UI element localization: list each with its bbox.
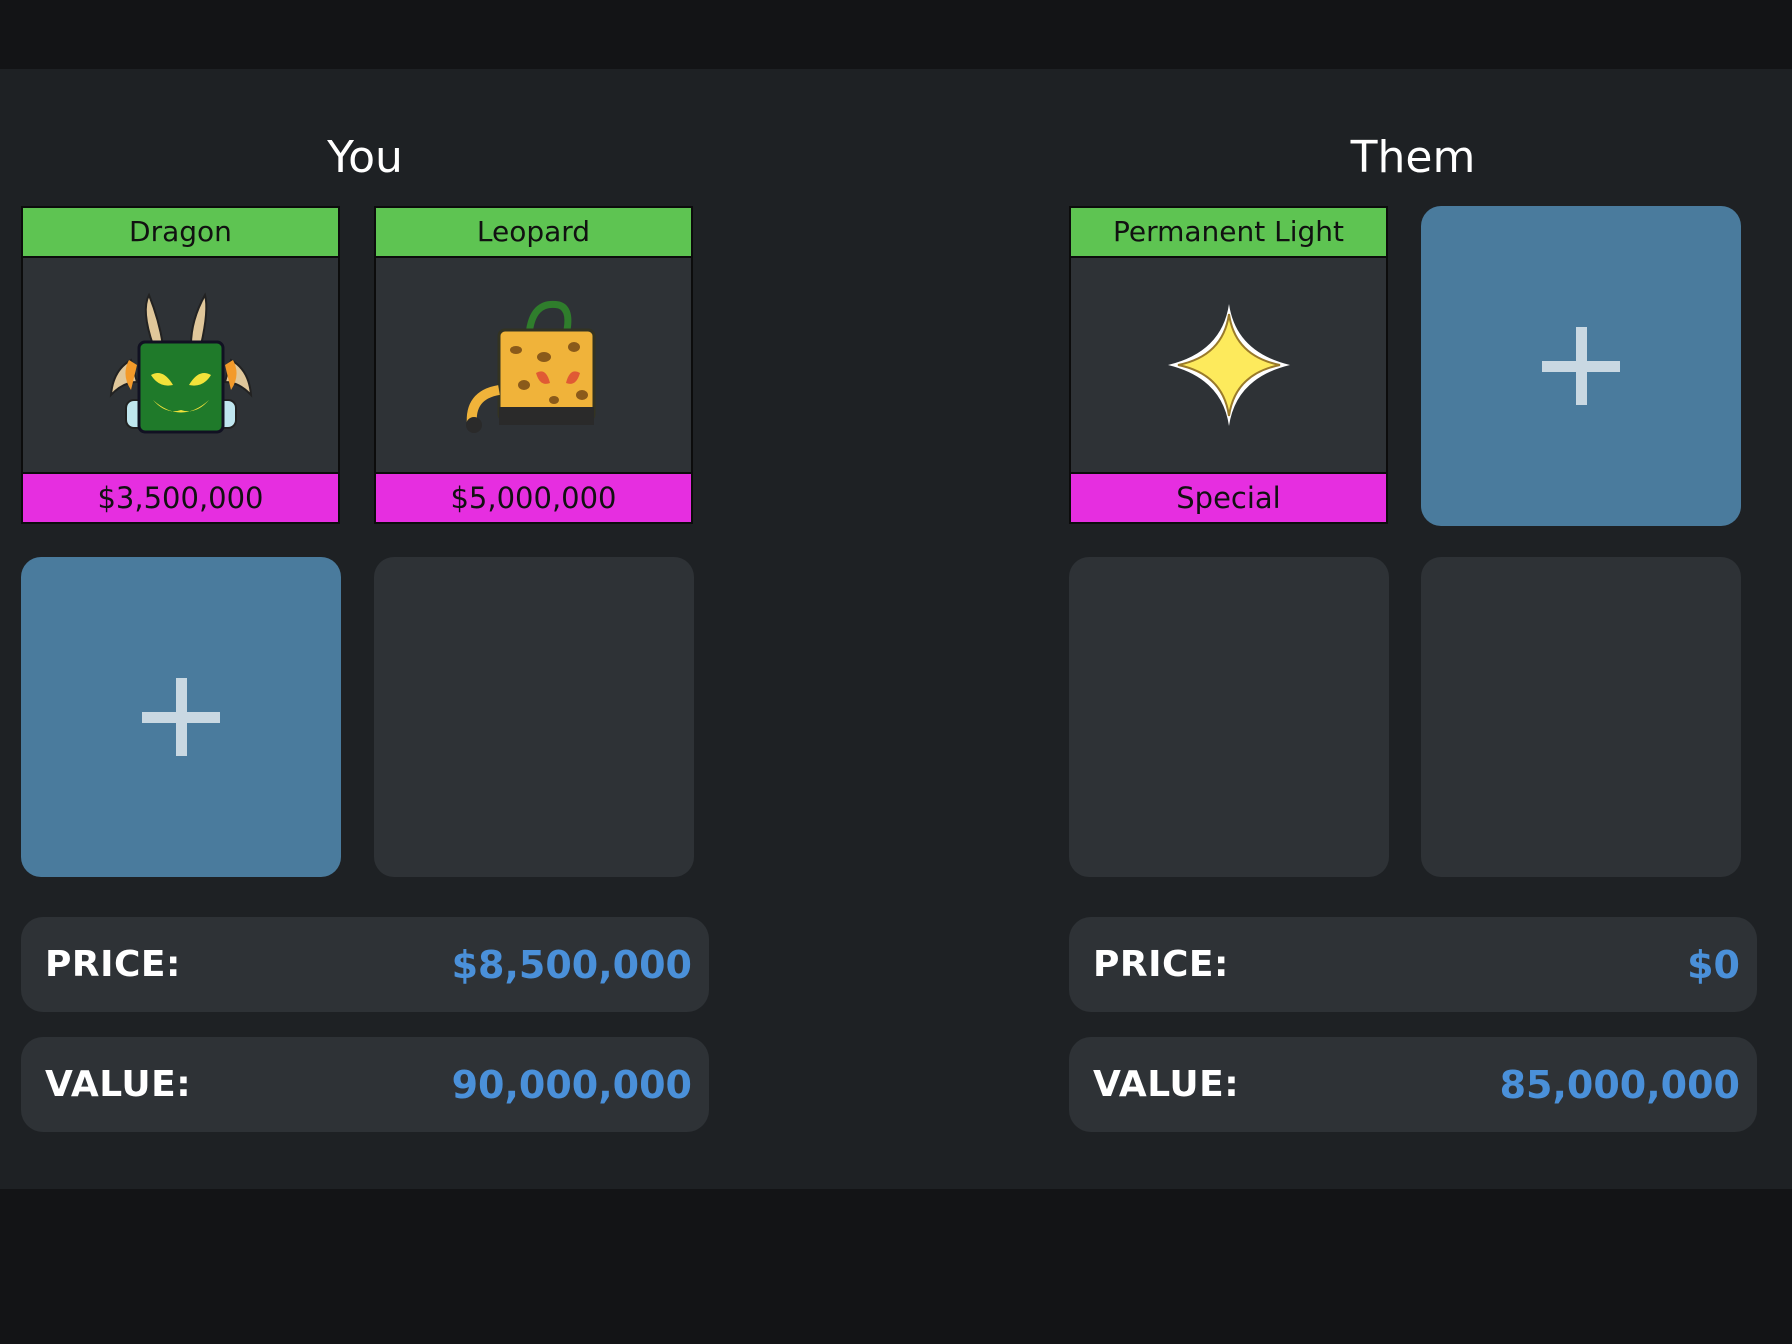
item-name: Permanent Light — [1071, 208, 1386, 258]
item-card-dragon[interactable]: Dragon $3,500,000 — [21, 206, 340, 524]
leopard-fruit-icon — [376, 258, 691, 472]
item-price: Special — [1071, 472, 1386, 522]
bottom-bar — [0, 1189, 1792, 1344]
price-label: PRICE: — [45, 944, 181, 985]
plus-icon — [142, 678, 220, 756]
item-name: Dragon — [23, 208, 338, 258]
value-value: 85,000,000 — [1499, 1062, 1740, 1107]
add-item-button-you[interactable] — [21, 557, 341, 877]
them-title: Them — [1350, 132, 1476, 183]
item-card-leopard[interactable]: Leopard $5,000,000 — [374, 206, 693, 524]
value-label: VALUE: — [45, 1064, 192, 1105]
you-title: You — [327, 132, 403, 183]
price-value: $0 — [1687, 942, 1740, 987]
item-price: $5,000,000 — [376, 472, 691, 522]
price-bar-them: PRICE: $0 — [1069, 917, 1757, 1012]
plus-icon — [1542, 327, 1620, 405]
price-value: $8,500,000 — [451, 942, 692, 987]
item-card-permanent-light[interactable]: Permanent Light Special — [1069, 206, 1388, 524]
add-item-button-them[interactable] — [1421, 206, 1741, 526]
value-bar-them: VALUE: 85,000,000 — [1069, 1037, 1757, 1132]
item-price: $3,500,000 — [23, 472, 338, 522]
dragon-fruit-icon — [23, 258, 338, 472]
sparkle-star-icon — [1071, 258, 1386, 472]
top-bar — [0, 0, 1792, 69]
empty-slot — [1421, 557, 1741, 877]
item-name: Leopard — [376, 208, 691, 258]
empty-slot — [1069, 557, 1389, 877]
price-bar-you: PRICE: $8,500,000 — [21, 917, 709, 1012]
price-label: PRICE: — [1093, 944, 1229, 985]
value-value: 90,000,000 — [451, 1062, 692, 1107]
empty-slot — [374, 557, 694, 877]
value-bar-you: VALUE: 90,000,000 — [21, 1037, 709, 1132]
value-label: VALUE: — [1093, 1064, 1240, 1105]
